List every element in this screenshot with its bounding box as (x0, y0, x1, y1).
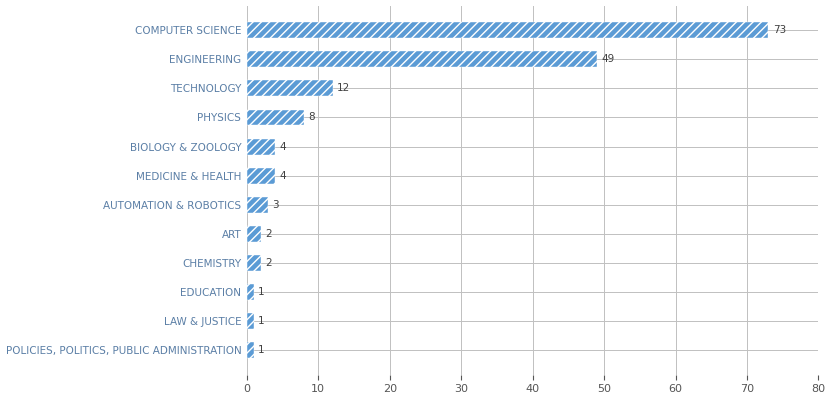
Text: 73: 73 (773, 25, 786, 35)
Bar (247, 197, 268, 213)
Bar (247, 313, 254, 329)
Text: 1: 1 (258, 316, 265, 326)
Text: 12: 12 (337, 84, 350, 94)
Bar (247, 22, 769, 38)
Text: 1: 1 (258, 345, 265, 355)
Bar (247, 226, 261, 242)
Text: 1: 1 (258, 287, 265, 297)
Text: 49: 49 (601, 54, 614, 64)
Bar (247, 138, 275, 154)
Bar (247, 51, 597, 67)
Bar (247, 342, 254, 358)
Text: 8: 8 (308, 112, 315, 122)
Bar (247, 168, 275, 184)
Bar (247, 80, 332, 96)
Text: 4: 4 (280, 142, 287, 152)
Text: 2: 2 (265, 229, 272, 239)
Text: 2: 2 (265, 258, 272, 268)
Bar (247, 110, 304, 126)
Text: 3: 3 (273, 200, 279, 210)
Bar (247, 284, 254, 300)
Text: 4: 4 (280, 171, 287, 181)
Bar (247, 255, 261, 271)
